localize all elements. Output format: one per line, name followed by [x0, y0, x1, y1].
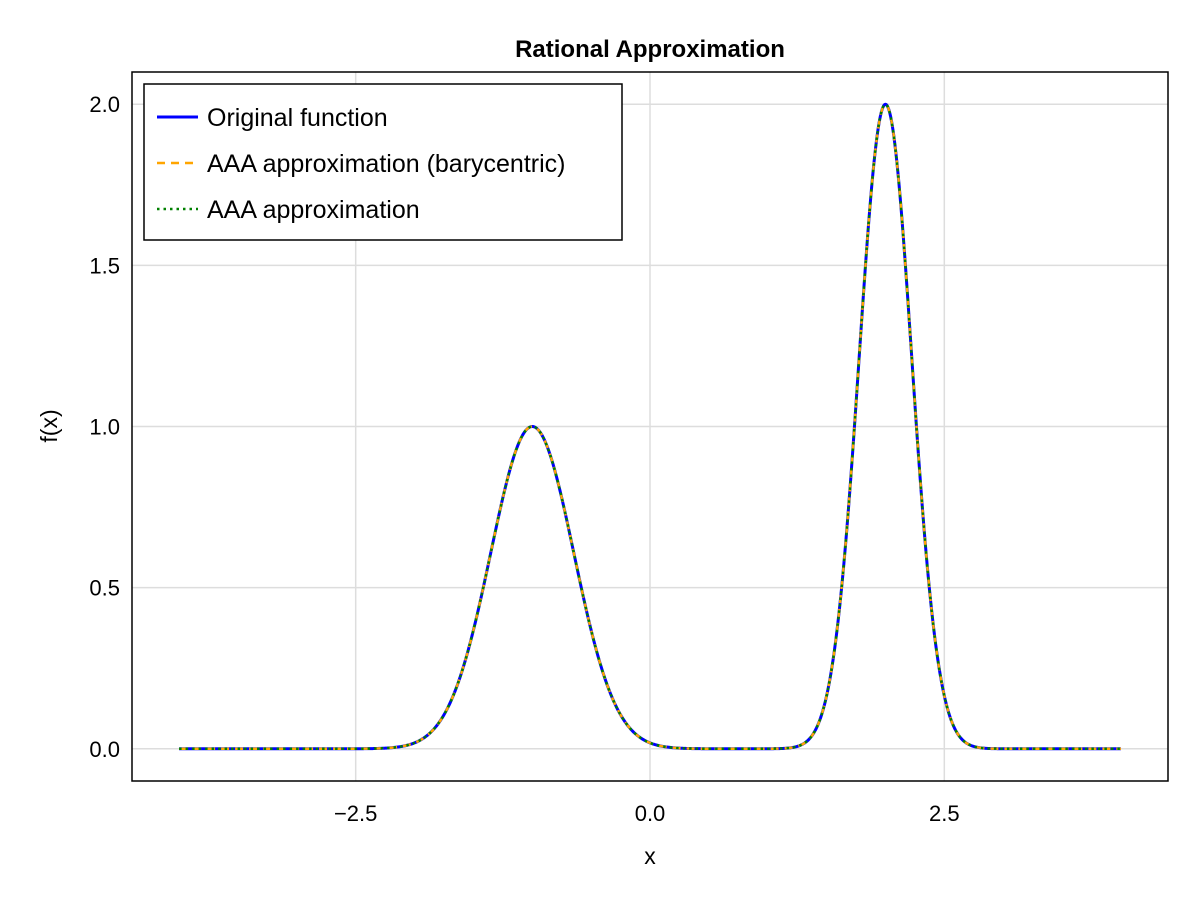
y-tick-label: 1.5 — [89, 253, 120, 278]
series-line-2 — [178, 102, 1122, 751]
y-axis-label: f(x) — [36, 409, 62, 442]
plot-frame — [131, 71, 1169, 782]
plot-lines — [178, 102, 1122, 751]
legend: Original function AAA approximation (bary… — [143, 83, 623, 241]
legend-box — [143, 83, 623, 241]
x-tick-label: −2.5 — [334, 801, 377, 826]
x-axis-label: x — [644, 843, 656, 869]
x-tick-label: 2.5 — [929, 801, 960, 826]
legend-label-1: AAA approximation (barycentric) — [207, 150, 565, 178]
legend-label-2: AAA approximation — [207, 196, 420, 224]
axis-ticks: −2.5 0.0 2.5 0.0 0.5 1.0 1.5 2.0 — [89, 92, 959, 826]
y-tick-label: 2.0 — [89, 92, 120, 117]
y-tick-label: 0.0 — [89, 737, 120, 762]
x-tick-label: 0.0 — [635, 801, 666, 826]
y-tick-label: 1.0 — [89, 415, 120, 440]
legend-label-0: Original function — [207, 104, 388, 132]
chart-title: Rational Approximation — [515, 36, 785, 63]
y-tick-label: 0.5 — [89, 576, 120, 601]
